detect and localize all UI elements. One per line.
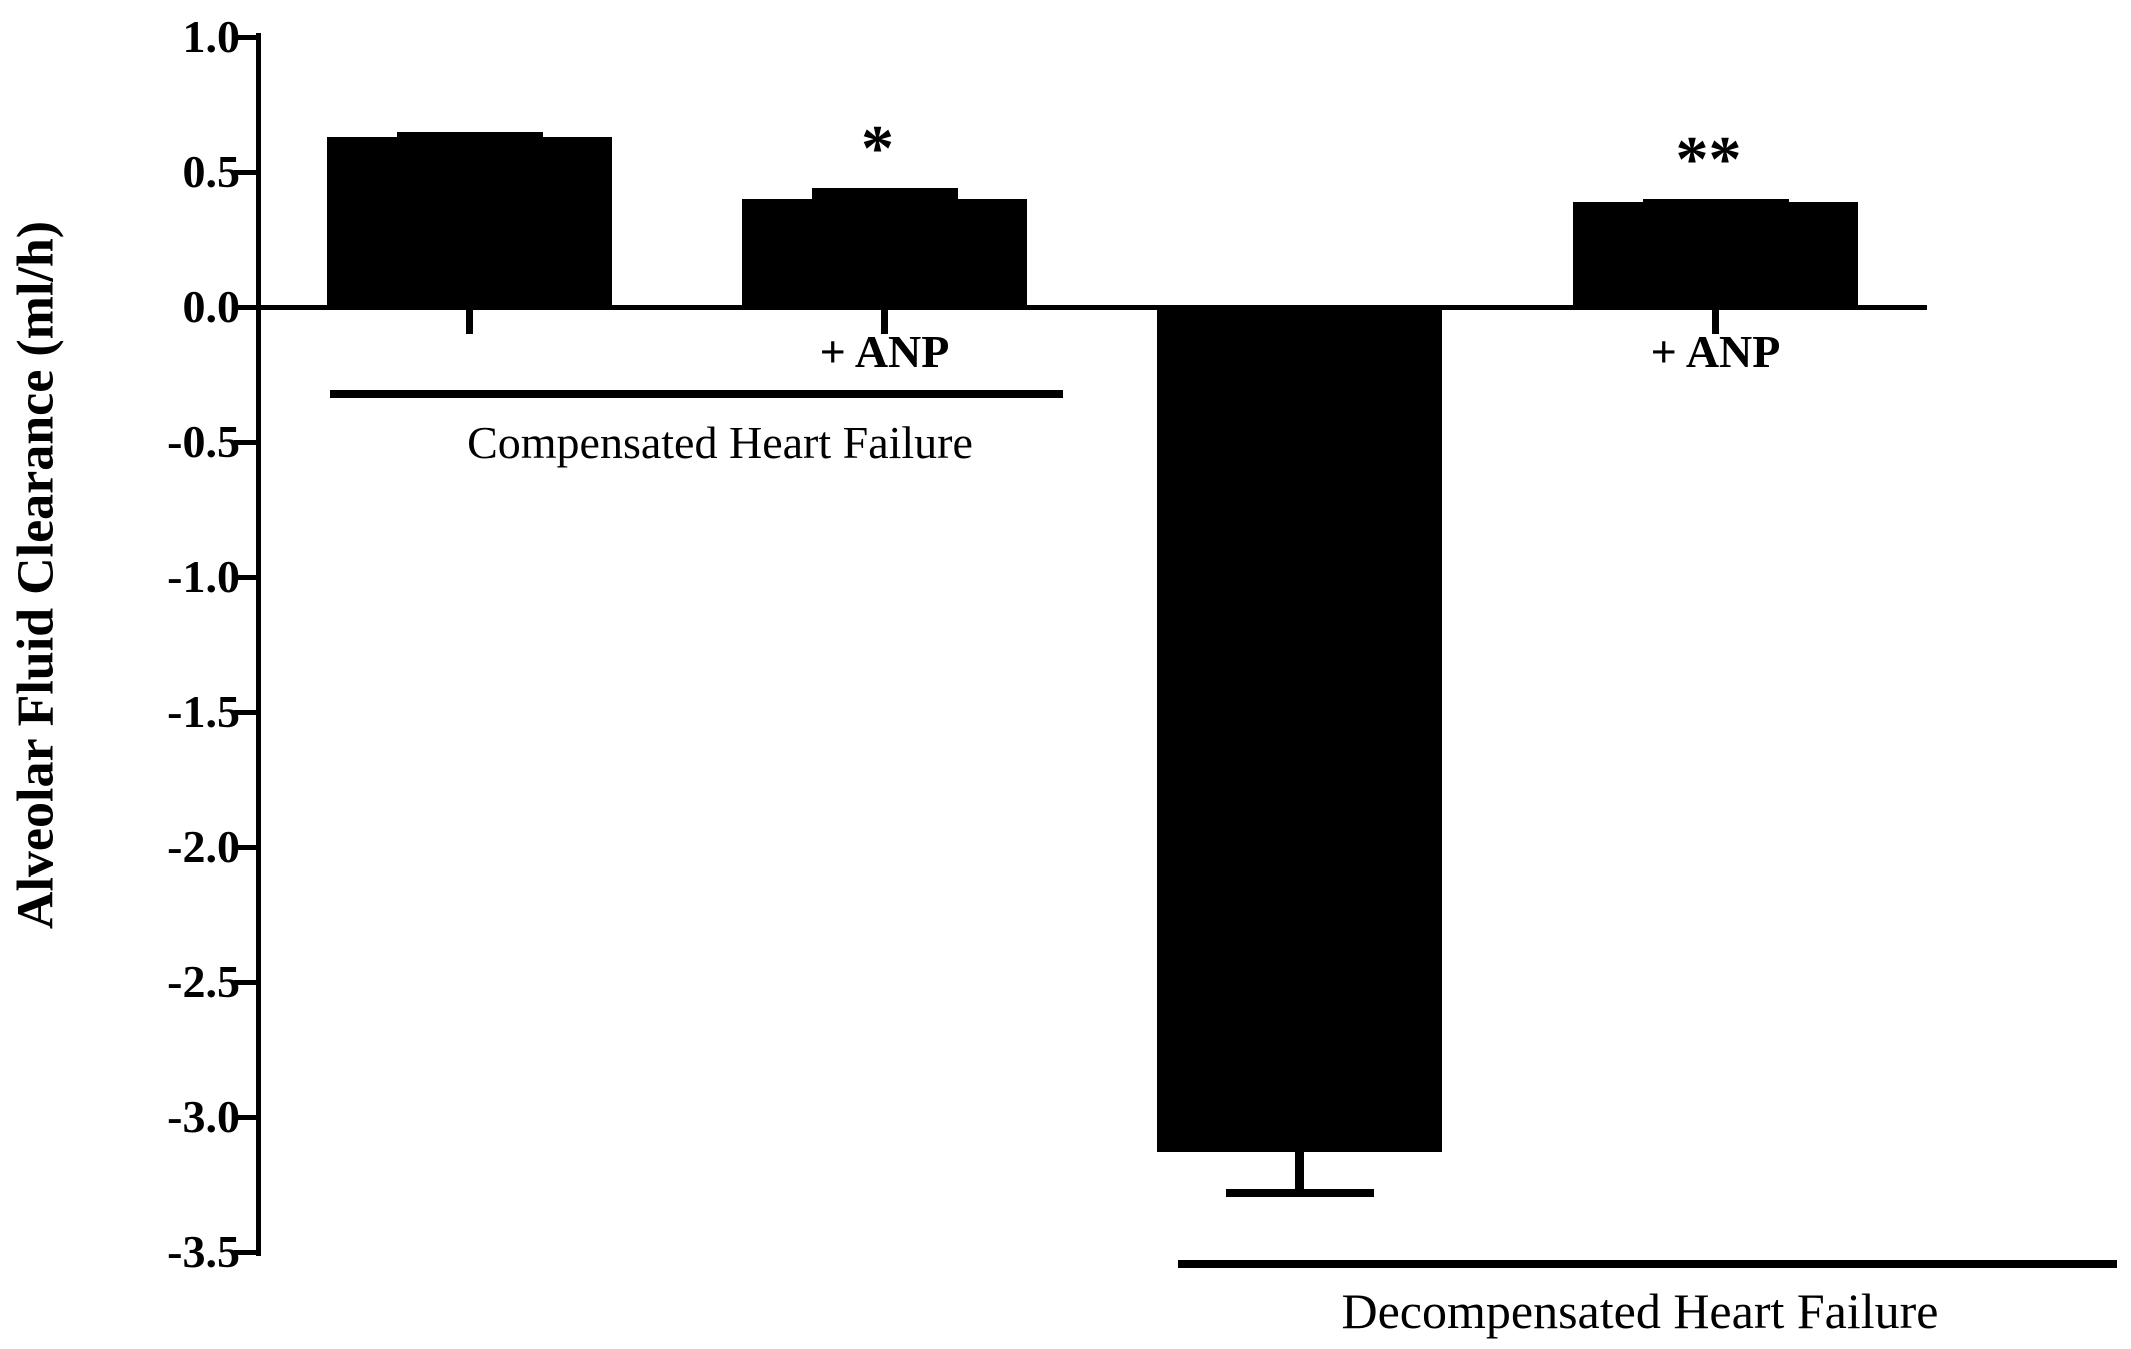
error-bar-cap (396, 131, 543, 137)
y-tick-mark (234, 1250, 256, 1255)
y-axis-title: Alveolar Fluid Clearance (ml/h) (7, 220, 65, 930)
y-tick-label: -2.0 (167, 821, 240, 872)
y-tick-label: 0.0 (182, 281, 241, 332)
y-tick-mark (234, 440, 256, 445)
bar-tick-label-anp: + ANP (819, 326, 950, 377)
y-tick-label: -0.5 (167, 416, 240, 467)
error-bar-cap (811, 188, 958, 199)
y-tick-mark (234, 170, 256, 175)
y-tick-label: -3.5 (167, 1226, 240, 1277)
y-tick-label: 0.5 (182, 146, 241, 197)
bar-tick-label-anp: + ANP (1650, 326, 1781, 377)
y-tick-mark (234, 575, 256, 580)
y-tick-label: -1.5 (167, 686, 240, 737)
y-tick-mark (234, 980, 256, 985)
y-tick-mark (234, 35, 256, 40)
y-tick-label: -2.5 (167, 956, 240, 1007)
significance-marker: * (861, 112, 894, 185)
y-tick-label: -1.0 (167, 551, 240, 602)
category-tick (1712, 310, 1719, 334)
x-axis-line (256, 305, 1927, 310)
category-tick (466, 310, 473, 334)
error-bar-cap (1642, 198, 1789, 202)
bar (1573, 201, 1858, 307)
category-tick (1296, 310, 1303, 334)
bar (1157, 307, 1442, 1153)
y-tick-mark (234, 710, 256, 715)
group-bracket-line (330, 390, 1063, 398)
bar (742, 199, 1027, 307)
category-tick (881, 310, 888, 334)
y-tick-mark (234, 1115, 256, 1120)
y-axis-line (256, 33, 261, 1256)
y-tick-label: 1.0 (182, 11, 241, 62)
error-bar-stem (1295, 1152, 1304, 1194)
error-bar-cap (1225, 1189, 1374, 1198)
y-tick-mark (234, 845, 256, 850)
group-bracket-line (1178, 1260, 2117, 1268)
y-tick-label: -3.0 (167, 1091, 240, 1142)
group-label: Decompensated Heart Failure (1341, 1283, 1939, 1339)
bar (327, 136, 612, 307)
group-label: Compensated Heart Failure (467, 417, 973, 468)
y-tick-mark (234, 305, 256, 310)
significance-marker: ** (1675, 122, 1742, 196)
